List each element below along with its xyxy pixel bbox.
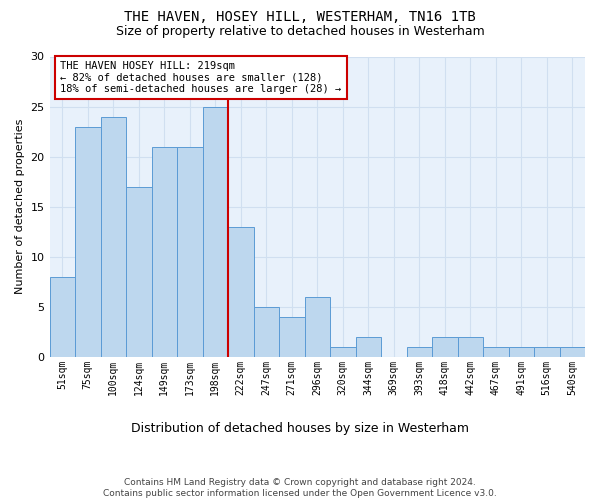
Bar xyxy=(101,116,126,357)
Text: Distribution of detached houses by size in Westerham: Distribution of detached houses by size … xyxy=(131,422,469,435)
Y-axis label: Number of detached properties: Number of detached properties xyxy=(15,119,25,294)
Bar xyxy=(483,347,509,357)
Bar xyxy=(534,347,560,357)
Text: Contains HM Land Registry data © Crown copyright and database right 2024.
Contai: Contains HM Land Registry data © Crown c… xyxy=(103,478,497,498)
Bar xyxy=(305,297,330,357)
Bar xyxy=(356,337,381,357)
Bar xyxy=(50,277,75,357)
Bar xyxy=(203,106,228,357)
Bar xyxy=(330,347,356,357)
Bar xyxy=(432,337,458,357)
Bar xyxy=(75,126,101,357)
Bar xyxy=(177,146,203,357)
Bar xyxy=(228,227,254,357)
Bar xyxy=(458,337,483,357)
Text: Size of property relative to detached houses in Westerham: Size of property relative to detached ho… xyxy=(116,25,484,38)
Bar xyxy=(560,347,585,357)
Bar xyxy=(279,317,305,357)
Bar xyxy=(126,186,152,357)
Text: THE HAVEN, HOSEY HILL, WESTERHAM, TN16 1TB: THE HAVEN, HOSEY HILL, WESTERHAM, TN16 1… xyxy=(124,10,476,24)
Bar xyxy=(254,307,279,357)
Bar xyxy=(407,347,432,357)
Bar xyxy=(152,146,177,357)
Bar xyxy=(509,347,534,357)
Text: THE HAVEN HOSEY HILL: 219sqm
← 82% of detached houses are smaller (128)
18% of s: THE HAVEN HOSEY HILL: 219sqm ← 82% of de… xyxy=(60,61,341,94)
